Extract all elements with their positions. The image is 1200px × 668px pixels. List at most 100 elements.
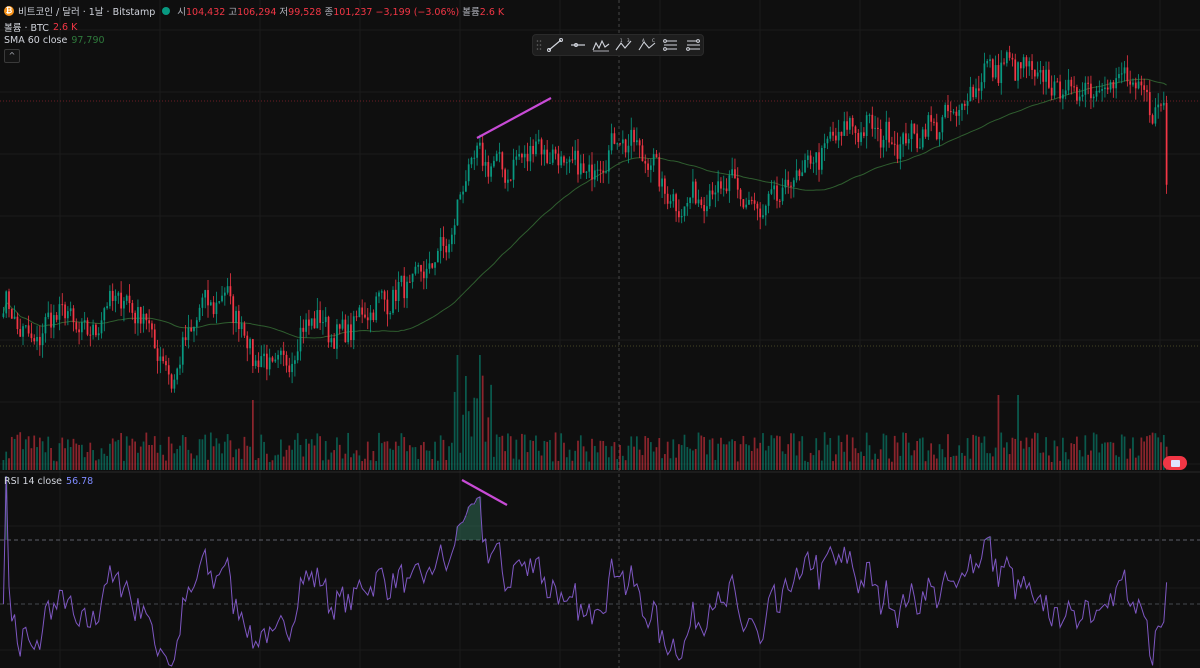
fib-retracement-icon[interactable] [659, 36, 680, 54]
sma-legend[interactable]: SMA 60 close 97,790 [4, 35, 105, 46]
volume-bar [78, 444, 80, 470]
volume-bar [759, 442, 762, 470]
candle-body [610, 133, 613, 151]
pattern-icon[interactable] [591, 36, 612, 54]
rsi-divergence-trendline[interactable] [461, 479, 508, 506]
candle-body [725, 188, 728, 192]
symbol-legend[interactable]: ₿ 비트코인 / 달러 · 1날 · Bitstamp 시104,432 고10… [4, 4, 504, 18]
volume-bar [784, 453, 787, 470]
volume-legend[interactable]: 볼륨 · BTC 2.6 K [4, 20, 77, 35]
volume-bar [30, 448, 33, 470]
candle-body [574, 150, 577, 160]
volume-bar [223, 441, 226, 470]
volume-bar [778, 436, 781, 470]
candle-body [1109, 82, 1112, 90]
volume-bar [742, 435, 745, 470]
volume-bar [411, 447, 414, 470]
volume-bar [975, 435, 977, 470]
volume-bar [579, 435, 582, 470]
candle-body [840, 131, 843, 136]
fib-extension-icon[interactable] [682, 36, 703, 54]
volume-bar [1162, 434, 1165, 470]
volume-bar [106, 455, 108, 470]
volume-bar [462, 414, 464, 470]
candle-body [1031, 61, 1033, 70]
volume-bar [422, 441, 425, 470]
candle-body [72, 308, 75, 323]
candle-body [980, 82, 983, 91]
candlestick-series [2, 45, 1168, 393]
svg-text:C: C [652, 38, 655, 43]
candle-body [921, 129, 924, 148]
volume-bar [535, 435, 537, 470]
candle-body [756, 203, 759, 209]
volume-bar [815, 438, 818, 470]
volume-bar [344, 453, 347, 470]
candle-body [212, 302, 215, 315]
volume-bar [963, 455, 966, 470]
candle-body [882, 139, 885, 148]
candle-body [851, 117, 854, 127]
candle-body [22, 326, 24, 337]
candle-body [717, 181, 720, 193]
volume-bar [5, 451, 8, 470]
volume-bar [274, 455, 277, 470]
volume-bars [2, 355, 1168, 470]
candle-body [456, 199, 459, 226]
trend-line-icon[interactable] [545, 36, 566, 54]
volume-bar [1132, 437, 1134, 470]
volume-bar [173, 453, 176, 470]
volume-bar [708, 439, 711, 470]
candle-body [1098, 90, 1101, 92]
candle-body [501, 152, 504, 170]
volume-bar [899, 455, 902, 470]
volume-bar [599, 440, 602, 470]
candle-body [1017, 62, 1019, 81]
candle-body [633, 129, 635, 143]
volume-bar [958, 445, 961, 470]
volume-bar [260, 434, 263, 470]
candle-body [944, 104, 947, 118]
candle-body [837, 131, 840, 141]
volume-bar [714, 459, 717, 470]
drag-handle-icon[interactable] [535, 36, 543, 54]
volume-bar [680, 445, 683, 470]
candle-body [986, 60, 989, 64]
volume-bar [734, 441, 736, 470]
candle-body [1129, 81, 1132, 85]
rsi-overbought-fill [4, 476, 992, 540]
candle-body [994, 65, 997, 78]
volume-bar [756, 448, 759, 470]
volume-bar [720, 437, 722, 470]
candle-body [153, 329, 156, 349]
candle-body [787, 179, 790, 186]
candle-body [341, 319, 344, 329]
volume-bar [235, 449, 237, 470]
volume-bar [554, 432, 557, 470]
rsi-legend[interactable]: RSI 14 close 56.78 [4, 476, 93, 487]
volume-bar [882, 433, 885, 470]
volume-bar [551, 461, 554, 470]
candle-body [462, 191, 464, 195]
candle-body [1112, 82, 1115, 89]
candle-body [792, 180, 795, 187]
volume-bar [1112, 442, 1115, 470]
candle-body [383, 291, 386, 300]
volume-bar [966, 438, 969, 470]
volume-bar [369, 460, 372, 470]
price-divergence-trendline[interactable] [476, 97, 552, 139]
flag-icon[interactable] [1163, 456, 1187, 470]
horizontal-ray-icon[interactable] [568, 36, 589, 54]
volume-bar [806, 461, 809, 470]
collapse-legend-button[interactable]: ^ [4, 49, 20, 63]
candle-body [254, 360, 257, 366]
volume-bar [1056, 446, 1059, 470]
candle-body [271, 357, 274, 362]
symbol-title[interactable]: 비트코인 / 달러 · 1날 · Bitstamp [18, 7, 156, 18]
volume-bar [336, 437, 338, 470]
